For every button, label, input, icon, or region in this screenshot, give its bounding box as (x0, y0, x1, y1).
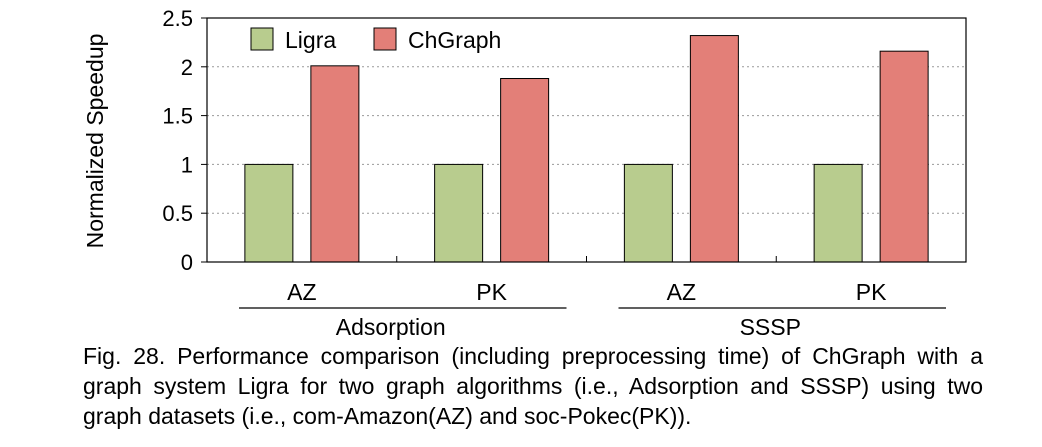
group-label: Adsorption (336, 314, 446, 340)
x-category-label: PK (476, 279, 507, 305)
bar-ligra (813, 163, 863, 263)
y-tick-label: 1.5 (162, 104, 193, 129)
group-labels: Adsorption SSSP (336, 314, 801, 340)
legend-swatch-ligra (250, 27, 274, 51)
x-category-label: PK (856, 279, 887, 305)
bar-ligra (244, 163, 294, 263)
bar-ligra (434, 163, 484, 263)
y-tick-labels: 0 0.5 1 1.5 2 2.5 (162, 6, 193, 275)
y-tick-label: 0 (181, 250, 193, 275)
y-tick-label: 0.5 (162, 201, 193, 226)
figure-caption: Fig. 28. Performance comparison (includi… (83, 343, 983, 429)
x-category-label: AZ (667, 279, 696, 305)
bar-chgraph (879, 50, 929, 263)
bar-chgraph (500, 78, 550, 263)
legend: Ligra ChGraph (250, 27, 501, 53)
bar-chgraph (689, 35, 739, 263)
axes (201, 17, 967, 309)
x-category-label: AZ (287, 279, 316, 305)
bar-chgraph (310, 65, 360, 263)
legend-swatch-chgraph (373, 27, 397, 51)
y-tick-label: 1 (181, 152, 193, 177)
legend-label: Ligra (285, 27, 336, 53)
y-tick-label: 2.5 (162, 6, 193, 31)
y-tick-label: 2 (181, 55, 193, 80)
bars (244, 35, 929, 263)
legend-label: ChGraph (408, 27, 501, 53)
bar-ligra (623, 163, 673, 263)
x-category-labels: AZ PK AZ PK (287, 279, 887, 305)
group-label: SSSP (740, 314, 801, 340)
speedup-bar-chart: 0 0.5 1 1.5 2 2.5 Normalized Speedup AZ PK AZ PK… (82, 6, 967, 340)
y-axis-label: Normalized Speedup (82, 34, 108, 249)
